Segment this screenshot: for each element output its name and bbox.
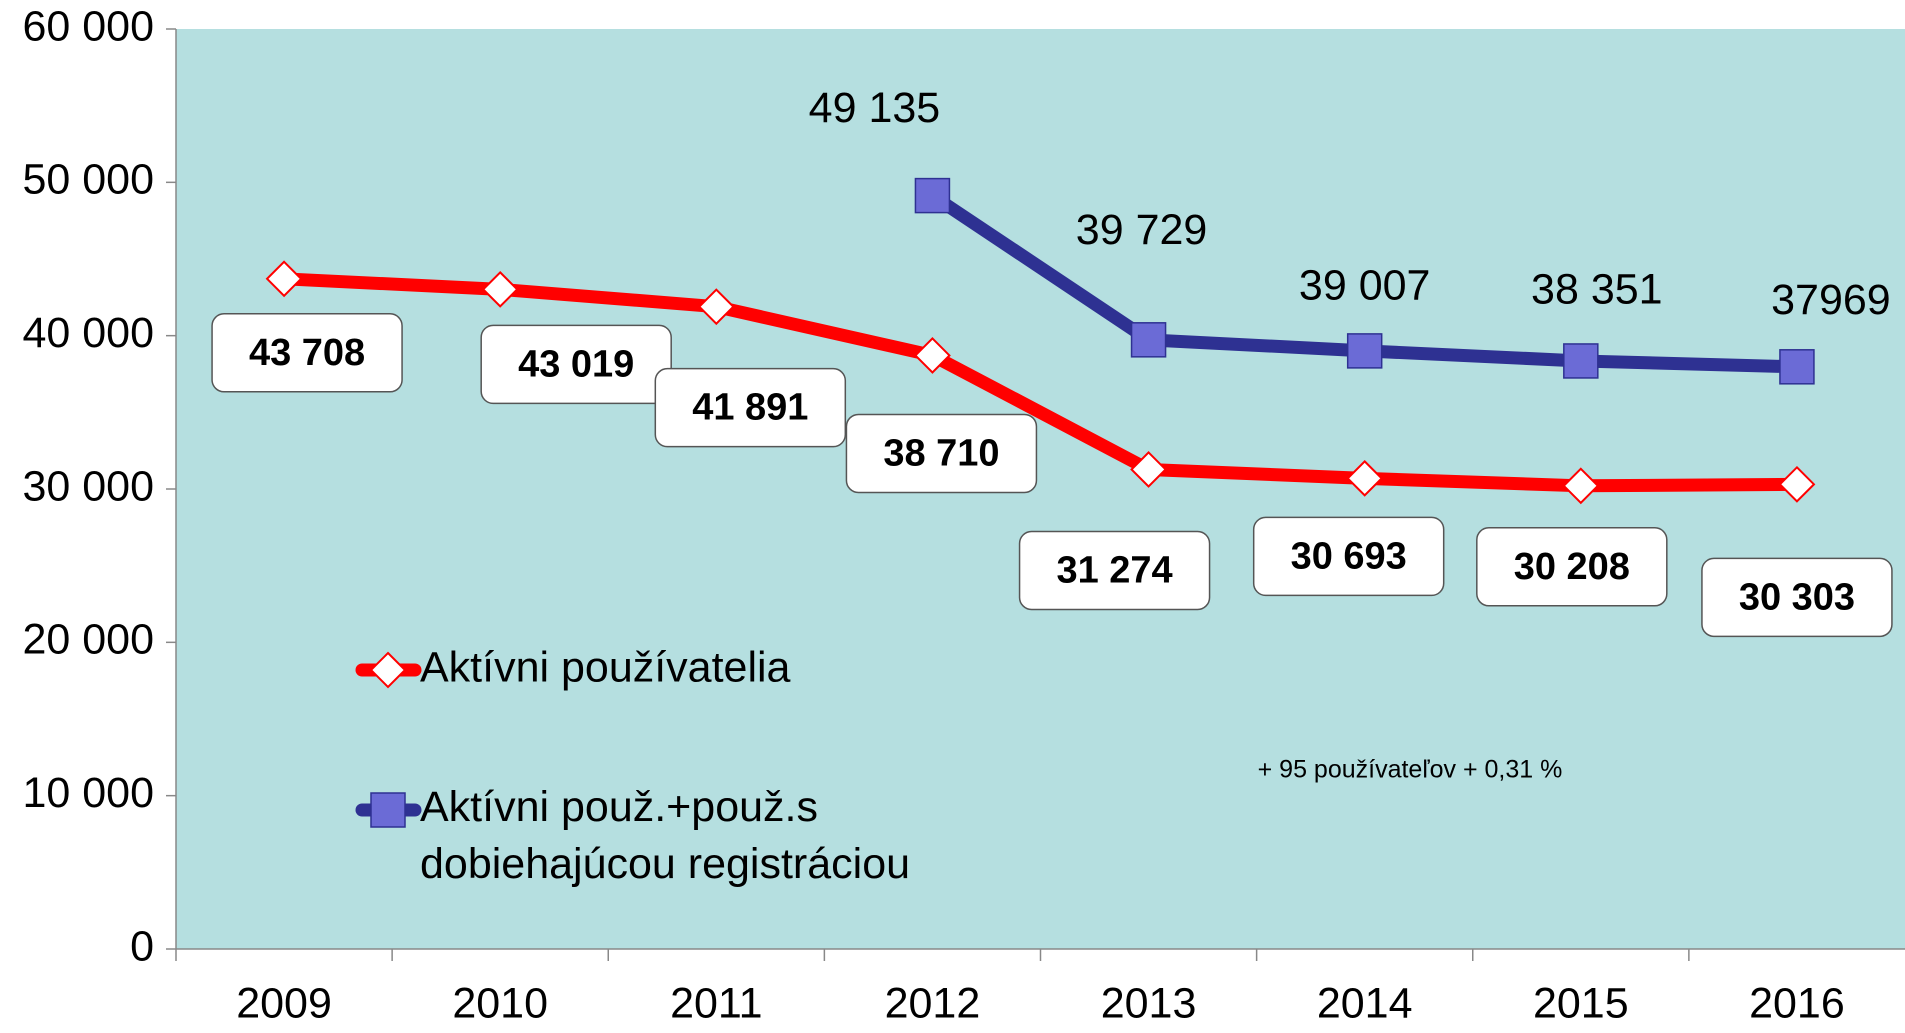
- data-label: 30 693: [1291, 535, 1407, 577]
- y-tick-label: 40 000: [22, 309, 154, 357]
- data-label: 39 007: [1299, 261, 1431, 309]
- x-tick-label: 2012: [885, 979, 981, 1027]
- data-label-box: [1701, 557, 1893, 638]
- marker: [1130, 322, 1167, 358]
- marker: [1779, 349, 1815, 385]
- x-tick-label: 2014: [1317, 979, 1413, 1027]
- marker: [697, 288, 735, 326]
- data-label-box: [480, 324, 672, 405]
- data-label: 38 710: [883, 432, 999, 474]
- data-label: 41 891: [692, 387, 808, 429]
- marker: [265, 260, 303, 298]
- data-label: 49 135: [809, 84, 941, 132]
- data-label: 38 351: [1531, 265, 1663, 313]
- x-tick-label: 2010: [452, 979, 548, 1027]
- y-tick-label: 0: [130, 922, 154, 970]
- y-tick-label: 30 000: [22, 462, 154, 510]
- marker: [1563, 343, 1599, 379]
- x-tick-label: 2015: [1533, 979, 1629, 1027]
- marker: [370, 792, 406, 828]
- marker: [1562, 467, 1600, 505]
- data-label-box: [211, 313, 403, 393]
- marker: [1130, 451, 1167, 488]
- legend-label: Aktívni používatelia: [420, 643, 791, 691]
- data-label-box: [1476, 527, 1668, 607]
- x-tick-label: 2016: [1749, 979, 1845, 1027]
- marker: [481, 270, 519, 308]
- y-tick-label: 50 000: [22, 156, 154, 204]
- data-label: 39 729: [1076, 206, 1208, 254]
- data-label: 37969: [1771, 276, 1891, 324]
- legend-label: Aktívni použ.+použ.s dobiehajúcou registr…: [420, 783, 910, 888]
- data-label: 30 303: [1739, 576, 1855, 618]
- data-label-box: [845, 413, 1038, 494]
- marker: [1346, 459, 1384, 497]
- data-label-box: [654, 367, 847, 448]
- data-label: 30 208: [1514, 546, 1630, 588]
- data-label: 31 274: [1056, 549, 1172, 591]
- x-tick-label: 2013: [1101, 979, 1197, 1027]
- marker: [1346, 333, 1383, 369]
- x-tick-label: 2009: [236, 979, 332, 1027]
- data-label-box: [1018, 530, 1211, 611]
- data-label-box: [1252, 516, 1445, 597]
- marker: [914, 337, 951, 374]
- y-tick-label: 20 000: [22, 616, 154, 664]
- annotation: + 95 používateľov + 0,31 %: [1258, 756, 1563, 784]
- marker: [1778, 465, 1816, 503]
- data-label: 43 019: [518, 343, 634, 385]
- marker: [369, 651, 407, 689]
- data-label: 43 708: [249, 332, 365, 374]
- series-line: [283, 272, 1797, 493]
- y-tick-label: 10 000: [22, 769, 154, 817]
- y-tick-label: 60 000: [22, 2, 154, 50]
- marker: [914, 177, 951, 214]
- x-tick-label: 2011: [670, 979, 762, 1027]
